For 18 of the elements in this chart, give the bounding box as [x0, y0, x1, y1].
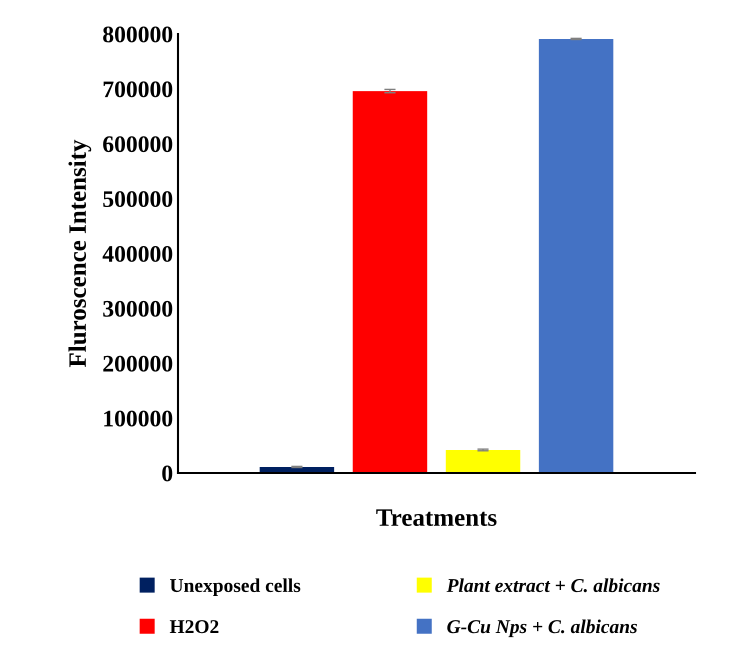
legend-label: H2O2 — [170, 620, 218, 634]
y-tick-label: 400000 — [102, 246, 172, 262]
y-tick-label: 100000 — [104, 410, 172, 427]
bar — [352, 91, 428, 473]
y-tick-label: 800000 — [103, 26, 172, 42]
y-tick-label: 700000 — [104, 81, 172, 98]
y-tick-label: 600000 — [103, 136, 172, 152]
legend-label: Plant extract + C. albicans — [446, 578, 660, 592]
y-axis-title: Fluroscence Intensity — [68, 140, 92, 368]
bar — [446, 450, 520, 473]
x-axis-title: Treatments — [376, 509, 497, 526]
y-tick-label: 500000 — [103, 191, 172, 208]
y-tick-label: 0 — [162, 465, 172, 482]
y-tick-label: 300000 — [103, 300, 172, 317]
y-tick-label: 200000 — [103, 356, 172, 372]
legend-label: Unexposed cells — [170, 578, 300, 596]
bar — [538, 38, 614, 473]
legend-label: G-Cu Nps + C. albicans — [447, 620, 637, 638]
